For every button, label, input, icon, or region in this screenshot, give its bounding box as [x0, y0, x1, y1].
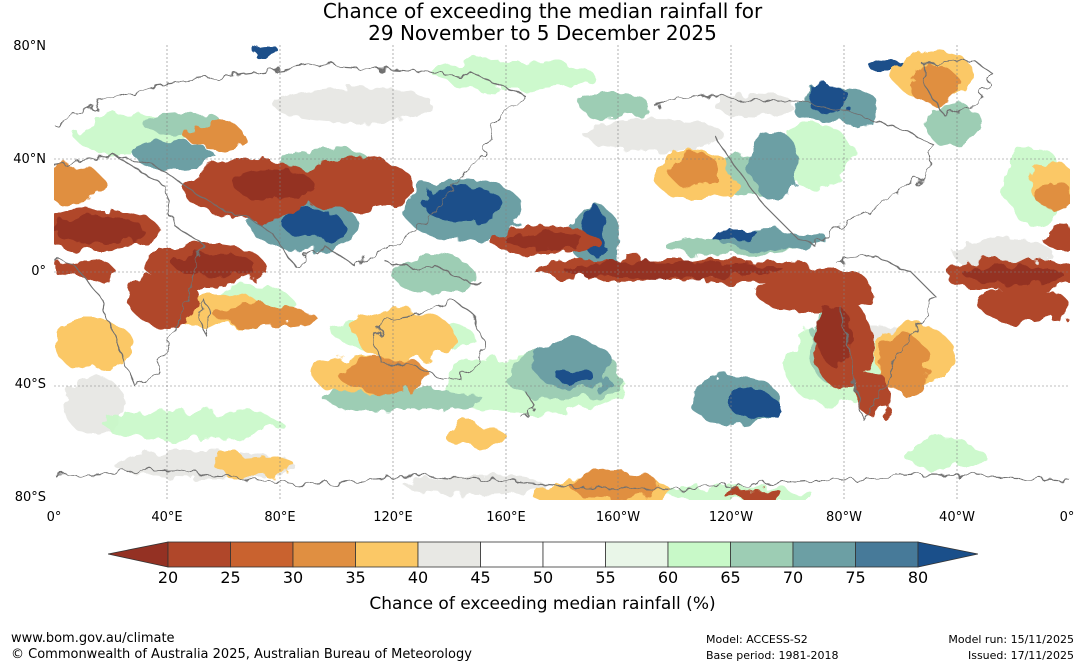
colorbar-tick-25: 25 [220, 568, 241, 587]
colorbar-segment-65-70 [730, 541, 794, 568]
colorbar-high-arrow [917, 541, 978, 568]
footer-model-run: Model run: 15/11/2025 [948, 633, 1074, 646]
rainfall-probability-map [54, 45, 1070, 500]
colorbar-tick-75: 75 [845, 568, 866, 587]
colorbar-segment-70-75 [792, 541, 856, 568]
lon-label-40w: 40°W [939, 510, 975, 525]
lon-label-120w: 120°W [708, 510, 754, 525]
lat-label-40n: 40°N [13, 152, 46, 167]
colorbar-tick-80: 80 [907, 568, 929, 587]
colorbar-segment-25-30 [230, 541, 294, 568]
colorbar-low-arrow [108, 541, 169, 568]
colorbar-segment-45-50 [480, 541, 544, 568]
colorbar-segment-40-45 [417, 541, 481, 568]
lon-label-160w: 160°W [595, 510, 641, 525]
colorbar-tick-35: 35 [345, 568, 366, 587]
colorbar-segment-75-80 [855, 541, 919, 568]
colorbar-tick-20: 20 [157, 568, 179, 587]
footer-model: Model: ACCESS-S2 [706, 633, 808, 646]
lon-label-160e: 160°E [486, 510, 526, 525]
colorbar-tick-65: 65 [720, 568, 741, 587]
colorbar-tick-30: 30 [282, 568, 304, 587]
colorbar-tick-50: 50 [532, 568, 554, 587]
map-title-line-1: Chance of exceeding the median rainfall … [322, 0, 763, 23]
driest-core-zones [54, 170, 1064, 365]
lat-label-equator: 0° [31, 264, 46, 279]
colorbar-segment-30-35 [292, 541, 356, 568]
colorbar-segment-60-65 [667, 541, 731, 568]
colorbar-label: Chance of exceeding median rainfall (%) [369, 594, 716, 614]
drier-medium-zones [54, 65, 1070, 499]
lat-label-80n: 80°N [13, 39, 46, 54]
lon-label-40e: 40°E [151, 510, 183, 525]
colorbar-tick-70: 70 [782, 568, 804, 587]
lat-label-40s: 40°S [14, 377, 46, 392]
footer-issued: Issued: 17/11/2025 [967, 649, 1074, 662]
lon-label-0-right: 0° [1059, 510, 1075, 525]
colorbar-tick-55: 55 [595, 568, 616, 587]
footer-copyright: © Commonwealth of Australia 2025, Austra… [11, 647, 472, 662]
map-title-line-2: 29 November to 5 December 2025 [368, 21, 717, 45]
lon-label-0: 0° [46, 510, 62, 525]
lon-label-80e: 80°E [264, 510, 296, 525]
lon-label-80w: 80°W [826, 510, 862, 525]
colorbar-tick-60: 60 [657, 568, 679, 587]
lat-label-80s: 80°S [14, 490, 46, 505]
footer-website: www.bom.gov.au/climate [11, 631, 175, 646]
colorbar-tick-45: 45 [470, 568, 491, 587]
colorbar [108, 541, 978, 568]
graticule [54, 45, 1070, 500]
coastlines [54, 59, 1070, 491]
colorbar-tick-40: 40 [407, 568, 429, 587]
colorbar-segment-35-40 [355, 541, 419, 568]
wettest-zones [250, 45, 904, 417]
colorbar-segment-55-60 [605, 541, 669, 568]
lon-label-120e: 120°E [373, 510, 413, 525]
colorbar-segment-50-55 [542, 541, 606, 568]
footer-base-period: Base period: 1981-2018 [706, 649, 839, 662]
colorbar-segments [167, 541, 919, 568]
colorbar-segment-20-25 [167, 541, 231, 568]
